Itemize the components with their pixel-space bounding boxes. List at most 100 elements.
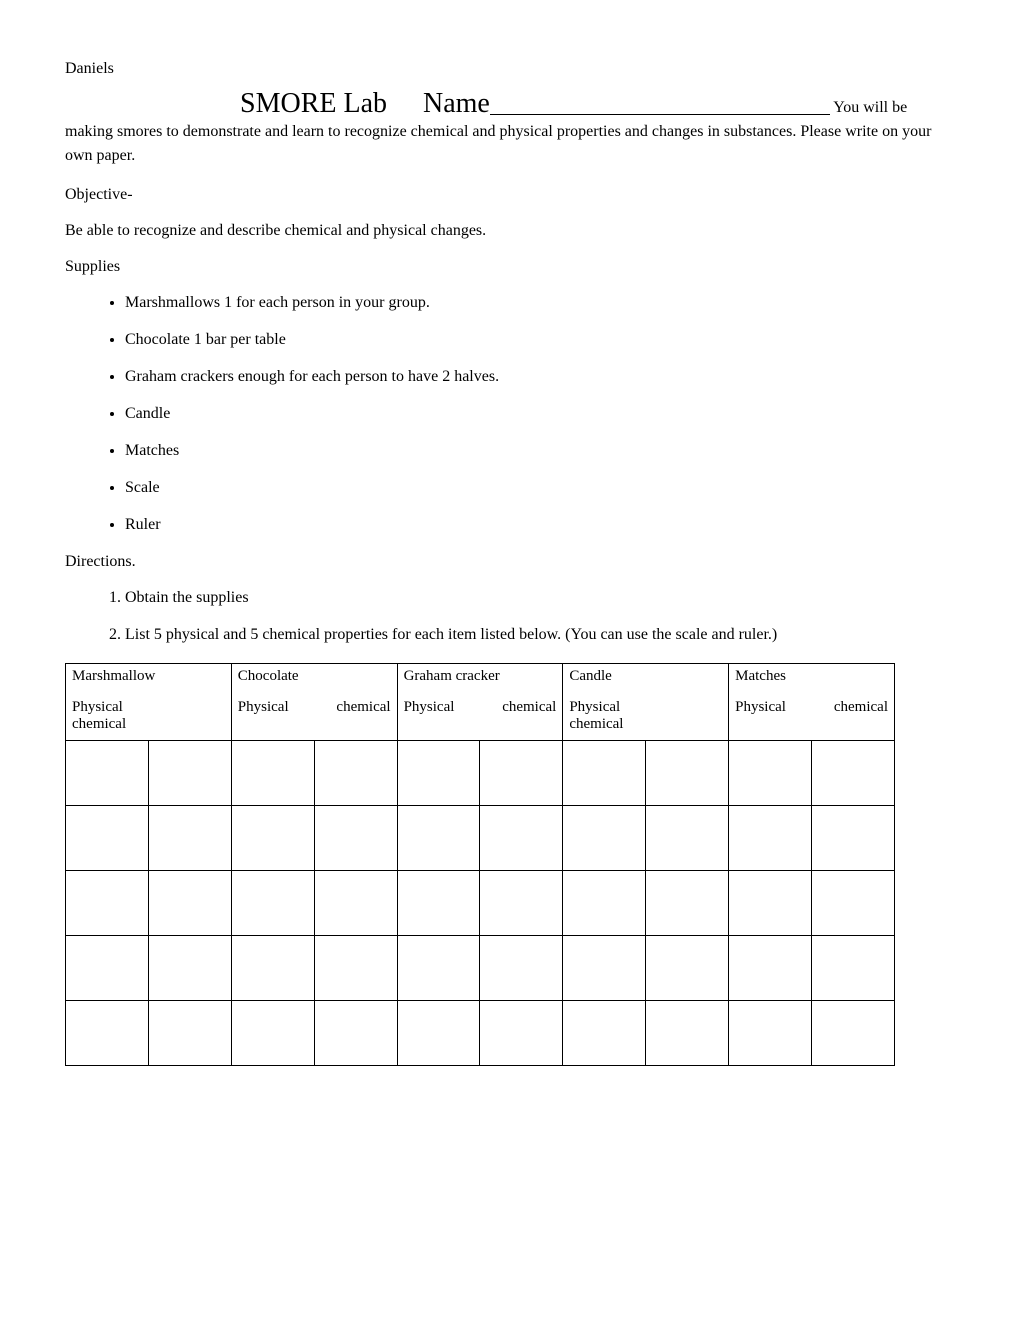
title-and-intro: SMORE Lab Name You will be xyxy=(65,88,955,120)
sub-chemical: chemical xyxy=(834,699,888,716)
cell[interactable] xyxy=(480,1001,563,1066)
table-row xyxy=(66,1001,895,1066)
cell[interactable] xyxy=(231,936,314,1001)
col-item-label: Candle xyxy=(569,668,722,685)
properties-table: Marshmallow Physical chemical Chocolate … xyxy=(65,663,895,1066)
cell[interactable] xyxy=(148,1001,231,1066)
cell[interactable] xyxy=(231,806,314,871)
cell[interactable] xyxy=(729,871,812,936)
cell[interactable] xyxy=(314,936,397,1001)
directions-list: Obtain the supplies List 5 physical and … xyxy=(65,589,955,644)
cell[interactable] xyxy=(812,1001,895,1066)
cell[interactable] xyxy=(314,741,397,806)
supplies-list: Marshmallows 1 for each person in your g… xyxy=(65,294,955,534)
cell[interactable] xyxy=(646,1001,729,1066)
cell[interactable] xyxy=(148,741,231,806)
table-row xyxy=(66,741,895,806)
list-item: List 5 physical and 5 chemical propertie… xyxy=(125,626,955,644)
list-item: Matches xyxy=(125,442,955,460)
list-item: Obtain the supplies xyxy=(125,589,955,607)
col-header-candle: Candle Physical chemical xyxy=(563,664,729,741)
cell[interactable] xyxy=(729,806,812,871)
col-item-label: Chocolate xyxy=(238,668,391,685)
cell[interactable] xyxy=(231,871,314,936)
cell[interactable] xyxy=(563,871,646,936)
cell[interactable] xyxy=(563,936,646,1001)
cell[interactable] xyxy=(563,1001,646,1066)
list-item: Scale xyxy=(125,479,955,497)
sub-labels: Physical chemical xyxy=(569,699,722,733)
cell[interactable] xyxy=(563,806,646,871)
cell[interactable] xyxy=(314,806,397,871)
list-item: Ruler xyxy=(125,516,955,534)
sub-physical: Physical xyxy=(238,699,289,716)
sub-chemical: chemical xyxy=(569,716,722,733)
col-header-graham: Graham cracker Physical chemical xyxy=(397,664,563,741)
list-item: Candle xyxy=(125,405,955,423)
cell[interactable] xyxy=(148,806,231,871)
intro-body: making smores to demonstrate and learn t… xyxy=(65,120,955,168)
cell[interactable] xyxy=(646,741,729,806)
cell[interactable] xyxy=(480,871,563,936)
cell[interactable] xyxy=(812,871,895,936)
cell[interactable] xyxy=(812,806,895,871)
cell[interactable] xyxy=(231,741,314,806)
cell[interactable] xyxy=(729,741,812,806)
cell[interactable] xyxy=(397,741,480,806)
cell[interactable] xyxy=(314,1001,397,1066)
spacer xyxy=(391,88,419,119)
table-header-row: Marshmallow Physical chemical Chocolate … xyxy=(66,664,895,741)
cell[interactable] xyxy=(397,1001,480,1066)
cell[interactable] xyxy=(397,871,480,936)
table-row xyxy=(66,806,895,871)
intro-tail: You will be xyxy=(833,99,907,116)
cell[interactable] xyxy=(66,871,149,936)
page-content: Daniels SMORE Lab Name You will be makin… xyxy=(0,0,1020,1126)
sub-chemical: chemical xyxy=(502,699,556,716)
lab-title: SMORE Lab xyxy=(240,88,387,119)
sub-labels: Physical chemical xyxy=(735,699,888,716)
cell[interactable] xyxy=(480,806,563,871)
objective-text: Be able to recognize and describe chemic… xyxy=(65,222,955,240)
col-item-label: Matches xyxy=(735,668,888,685)
author-name: Daniels xyxy=(65,60,955,78)
cell[interactable] xyxy=(66,806,149,871)
cell[interactable] xyxy=(812,741,895,806)
list-item: Marshmallows 1 for each person in your g… xyxy=(125,294,955,312)
cell[interactable] xyxy=(480,741,563,806)
col-item-label: Marshmallow xyxy=(72,668,225,685)
cell[interactable] xyxy=(646,806,729,871)
col-header-matches: Matches Physical chemical xyxy=(729,664,895,741)
name-blank-line[interactable] xyxy=(490,94,830,115)
col-header-chocolate: Chocolate Physical chemical xyxy=(231,664,397,741)
cell[interactable] xyxy=(66,936,149,1001)
sub-labels: Physical chemical xyxy=(238,699,391,716)
list-item: Chocolate 1 bar per table xyxy=(125,331,955,349)
col-header-marshmallow: Marshmallow Physical chemical xyxy=(66,664,232,741)
sub-chemical: chemical xyxy=(336,699,390,716)
cell[interactable] xyxy=(646,871,729,936)
cell[interactable] xyxy=(812,936,895,1001)
cell[interactable] xyxy=(314,871,397,936)
sub-labels: Physical chemical xyxy=(404,699,557,716)
supplies-label: Supplies xyxy=(65,258,955,276)
sub-chemical: chemical xyxy=(72,716,225,733)
cell[interactable] xyxy=(397,806,480,871)
cell[interactable] xyxy=(231,1001,314,1066)
sub-physical: Physical xyxy=(72,699,225,716)
cell[interactable] xyxy=(480,936,563,1001)
cell[interactable] xyxy=(729,936,812,1001)
cell[interactable] xyxy=(66,1001,149,1066)
sub-labels: Physical chemical xyxy=(72,699,225,733)
cell[interactable] xyxy=(563,741,646,806)
name-label: Name xyxy=(423,88,490,119)
cell[interactable] xyxy=(148,871,231,936)
table-row xyxy=(66,936,895,1001)
col-item-label: Graham cracker xyxy=(404,668,557,685)
cell[interactable] xyxy=(729,1001,812,1066)
cell[interactable] xyxy=(397,936,480,1001)
cell[interactable] xyxy=(148,936,231,1001)
cell[interactable] xyxy=(66,741,149,806)
cell[interactable] xyxy=(646,936,729,1001)
sub-physical: Physical xyxy=(569,699,722,716)
